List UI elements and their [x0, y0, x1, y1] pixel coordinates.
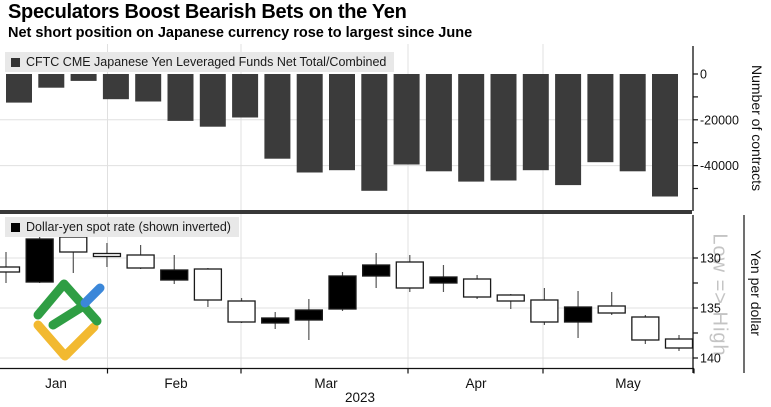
bar: [70, 74, 97, 81]
bar: [264, 74, 291, 159]
bar: [296, 74, 323, 173]
bar: [6, 74, 32, 103]
month-label: May: [615, 376, 641, 391]
bar: [522, 74, 549, 171]
top-axis-tick-label: 0: [700, 68, 707, 82]
logo-path: [33, 320, 99, 361]
candle-body: [563, 306, 593, 323]
bar: [102, 74, 129, 100]
top-axis-tick-label: -40000: [700, 159, 739, 173]
bar: [199, 74, 226, 127]
panel-separator: [0, 210, 692, 214]
candle-body: [0, 266, 21, 273]
top-panel-legend: CFTC CME Japanese Yen Leveraged Funds Ne…: [5, 52, 395, 72]
candle-body: [59, 236, 88, 253]
bar: [393, 74, 420, 165]
bar: [587, 74, 614, 163]
candle-body: [261, 317, 290, 324]
candle-body: [462, 278, 492, 298]
bar: [135, 74, 162, 102]
bottom-axis-tick-label: 135: [700, 302, 721, 316]
bar: [232, 74, 259, 118]
candle-body: [160, 269, 189, 281]
candlestick-series: [0, 236, 694, 351]
year-label: 2023: [345, 390, 375, 405]
logo-path: [33, 279, 102, 326]
bottom-axis-tick-label: 130: [700, 252, 721, 266]
top-legend-label: CFTC CME Japanese Yen Leveraged Funds Ne…: [26, 55, 387, 69]
candle-body: [597, 305, 626, 314]
bar: [329, 74, 355, 171]
brand-logo-icon: [33, 279, 105, 361]
bottom-axis-tick-label: 140: [700, 352, 721, 366]
month-label: Apr: [465, 376, 487, 391]
top-panel-y-axis-label: Number of contracts: [749, 64, 765, 192]
bar: [652, 74, 678, 197]
bottom-legend-label: Dollar-yen spot rate (shown inverted): [26, 220, 231, 234]
page-subtitle: Net short position on Japanese currency …: [8, 25, 473, 41]
candle-body: [429, 276, 458, 284]
candle-body: [530, 299, 559, 323]
candle-body: [328, 275, 357, 310]
month-label: Feb: [164, 376, 187, 391]
bar: [167, 74, 194, 121]
candle-body: [92, 252, 122, 258]
bar: [38, 74, 65, 88]
candle-body: [294, 309, 324, 321]
candle-body: [496, 294, 525, 302]
bar: [458, 74, 485, 182]
inverted-axis-direction-label: Low => High: [708, 233, 731, 357]
bar-series: [6, 74, 678, 197]
legend-marker-icon: [11, 222, 20, 232]
bar: [619, 74, 646, 172]
top-axis-tick-label: -20000: [700, 113, 739, 127]
bar: [490, 74, 517, 181]
logo-path: [48, 300, 90, 330]
candle-body: [227, 300, 256, 323]
candle-body: [25, 238, 54, 283]
candle-body: [193, 268, 223, 301]
bottom-panel-y-axis-label: Yen per dollar: [748, 250, 764, 336]
candle-body: [631, 316, 660, 341]
candle-body: [664, 338, 694, 349]
bar: [555, 74, 582, 186]
candle-body: [395, 261, 424, 289]
page-title: Speculators Boost Bearish Bets on the Ye…: [8, 1, 407, 23]
legend-marker-icon: [11, 57, 20, 67]
bar: [425, 74, 452, 172]
bar: [361, 74, 388, 191]
bottom-panel-legend: Dollar-yen spot rate (shown inverted): [5, 217, 239, 237]
logo-path: [80, 283, 105, 308]
candle-body: [126, 254, 155, 269]
month-label: Mar: [314, 376, 338, 391]
month-label: Jan: [45, 376, 67, 391]
candle-body: [361, 264, 391, 277]
